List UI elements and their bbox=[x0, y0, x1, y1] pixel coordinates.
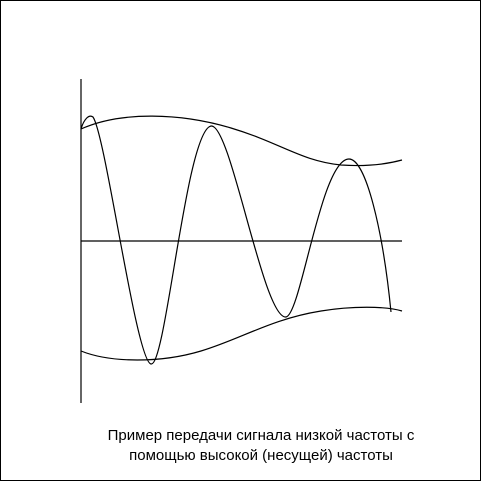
caption-line-1: Пример передачи сигнала низкой частоты с bbox=[107, 427, 415, 444]
figure-caption: Пример передачи сигнала низкой частоты с… bbox=[61, 426, 461, 466]
lower-envelope bbox=[80, 306, 403, 361]
caption-line-2: помощью высокой (несущей) частоты bbox=[129, 447, 393, 464]
carrier-wave bbox=[80, 115, 392, 365]
upper-envelope bbox=[80, 115, 403, 167]
